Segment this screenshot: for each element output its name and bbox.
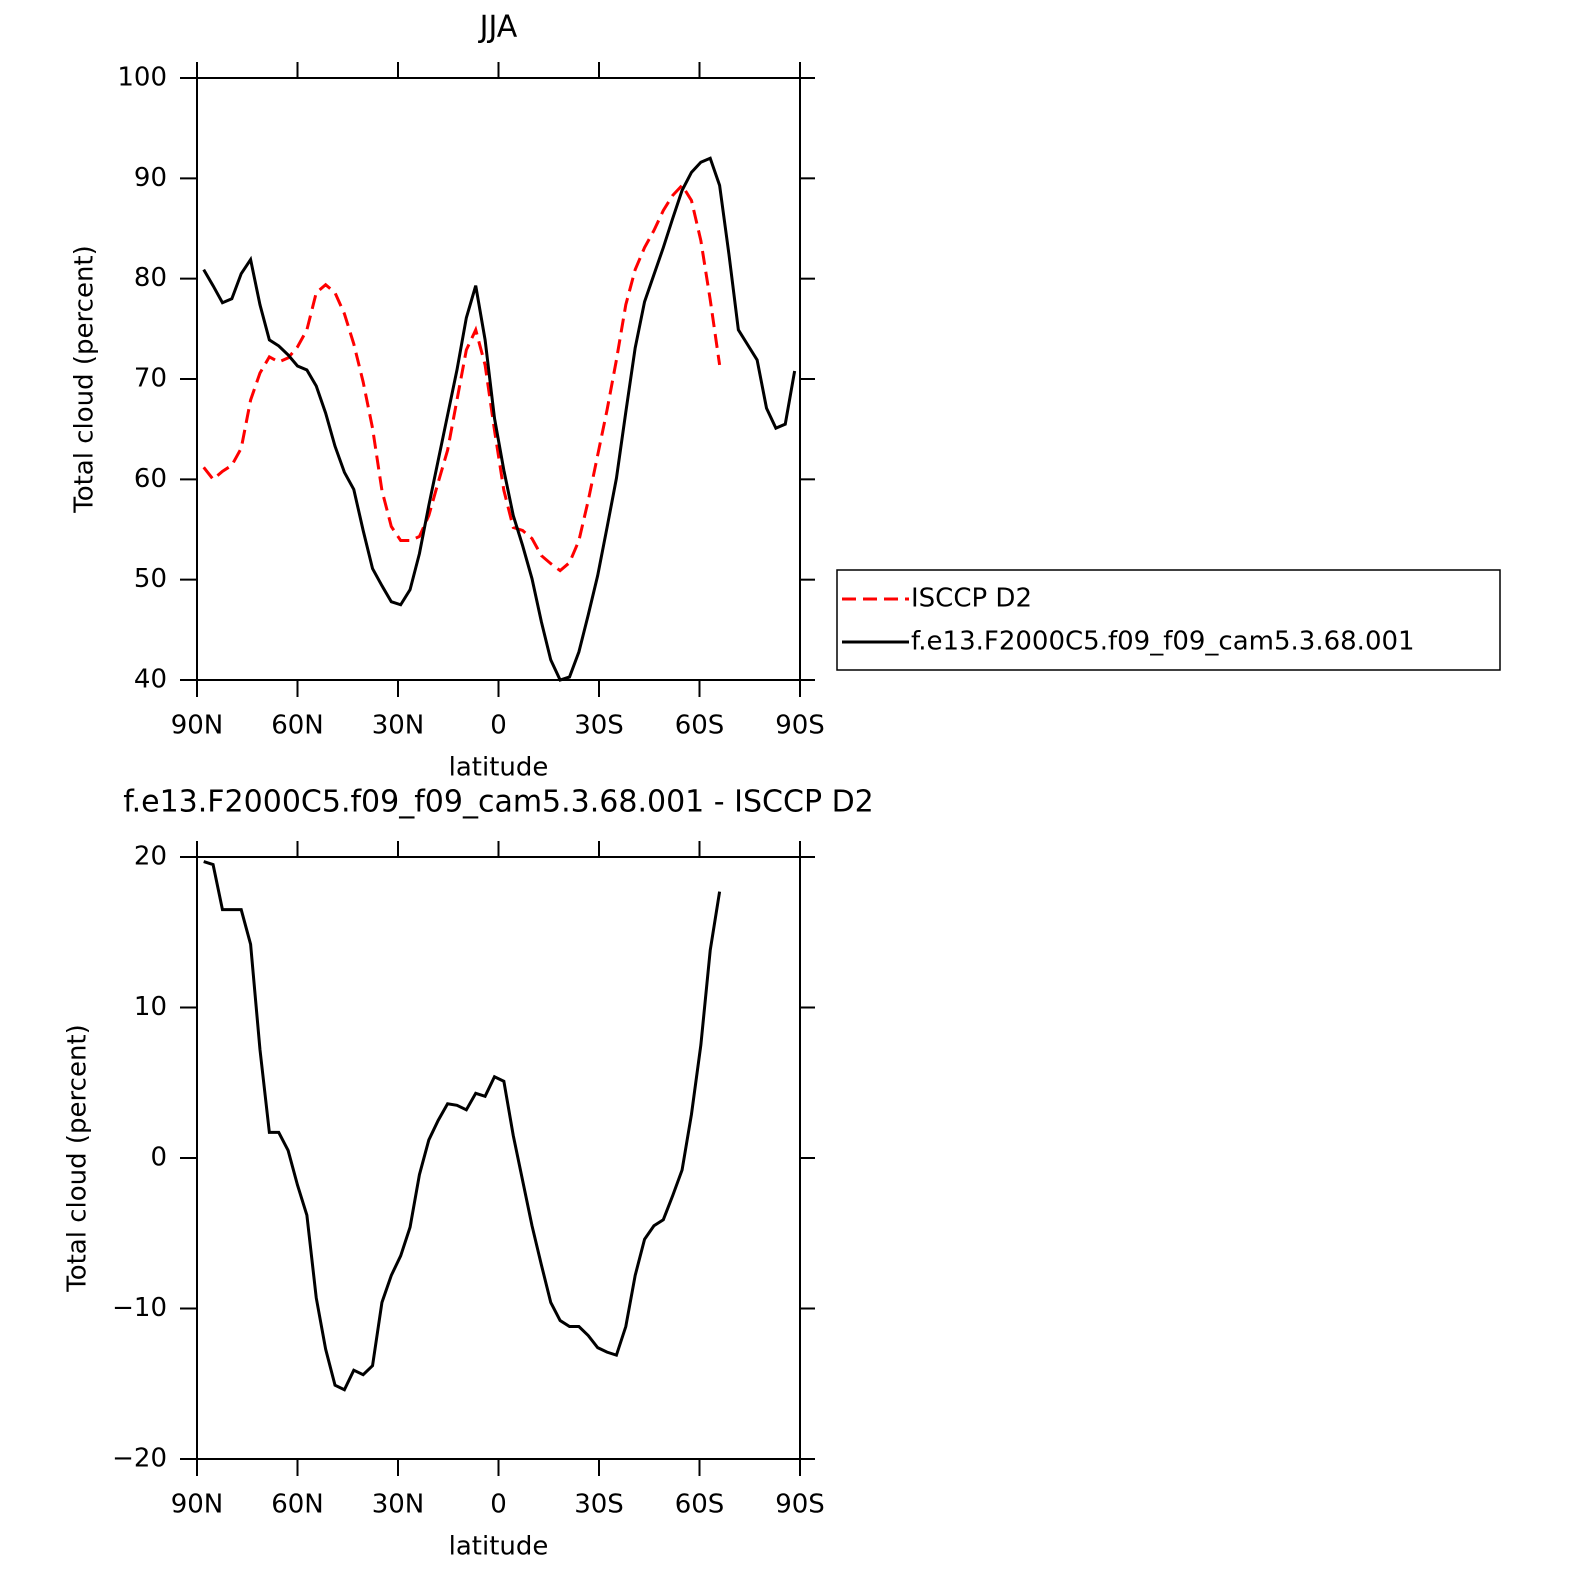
y-tick-label: 10	[134, 992, 167, 1022]
x-tick-label: 90N	[171, 711, 224, 741]
chart-title: f.e13.F2000C5.f09_f09_cam5.3.68.001 - IS…	[123, 785, 874, 820]
y-tick-label: 0	[150, 1143, 167, 1173]
y-tick-label: 20	[134, 842, 167, 872]
x-axis-label: latitude	[449, 753, 549, 783]
y-axis-label: Total cloud (percent)	[70, 245, 100, 514]
x-tick-label: 30S	[574, 711, 624, 741]
y-tick-label: 60	[134, 464, 167, 494]
x-tick-label: 0	[490, 711, 507, 741]
y-tick-label: 90	[134, 163, 167, 193]
data-line	[202, 156, 797, 682]
y-tick-label: 80	[134, 263, 167, 293]
x-tick-label: 60S	[675, 711, 725, 741]
x-tick-label: 90S	[775, 711, 825, 741]
chart-title: JJA	[478, 10, 518, 45]
x-tick-label: 60N	[271, 711, 324, 741]
y-tick-label: 40	[134, 665, 167, 695]
plot-frame	[196, 856, 801, 1460]
x-tick-label: 30N	[372, 1490, 425, 1520]
y-tick-label: 50	[134, 564, 167, 594]
x-tick-label: 30S	[574, 1490, 624, 1520]
y-tick-label: 100	[117, 63, 167, 93]
x-tick-label: 90S	[775, 1490, 825, 1520]
data-line	[202, 182, 722, 573]
legend-label: ISCCP D2	[911, 584, 1032, 614]
plot-frame	[196, 77, 801, 681]
x-tick-label: 0	[490, 1490, 507, 1520]
x-tick-label: 90N	[171, 1490, 224, 1520]
y-tick-label: −20	[112, 1444, 167, 1474]
x-tick-label: 30N	[372, 711, 425, 741]
legend-box	[836, 569, 1501, 671]
y-axis-label: Total cloud (percent)	[63, 1024, 93, 1293]
legend-label: f.e13.F2000C5.f09_f09_cam5.3.68.001	[911, 627, 1415, 657]
x-tick-label: 60S	[675, 1490, 725, 1520]
data-line	[203, 860, 722, 1392]
y-tick-label: 70	[134, 364, 167, 394]
x-tick-label: 60N	[271, 1490, 324, 1520]
y-tick-label: −10	[112, 1293, 167, 1323]
x-axis-label: latitude	[449, 1532, 549, 1562]
